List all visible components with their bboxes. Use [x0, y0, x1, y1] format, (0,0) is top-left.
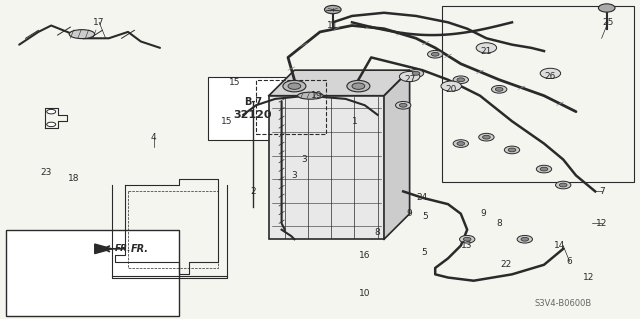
Circle shape: [441, 81, 461, 91]
Text: 9: 9: [481, 209, 486, 218]
Circle shape: [347, 80, 370, 92]
Circle shape: [408, 70, 424, 77]
Text: 1: 1: [353, 117, 358, 126]
Circle shape: [399, 71, 420, 82]
Text: 26: 26: [545, 72, 556, 81]
Text: 6: 6: [567, 257, 572, 266]
Circle shape: [556, 181, 571, 189]
Text: 17: 17: [93, 18, 105, 27]
Circle shape: [476, 43, 497, 53]
Polygon shape: [269, 70, 410, 96]
Circle shape: [47, 122, 56, 127]
Text: 15: 15: [229, 78, 241, 87]
Text: 12: 12: [583, 273, 595, 282]
Text: 5: 5: [422, 248, 427, 256]
Text: 15: 15: [221, 117, 232, 126]
Circle shape: [352, 83, 365, 89]
Text: 14: 14: [554, 241, 566, 250]
Text: 10: 10: [359, 289, 371, 298]
Text: B-7: B-7: [244, 97, 262, 107]
Text: 2: 2: [250, 187, 255, 196]
Text: 12: 12: [596, 219, 607, 228]
Circle shape: [324, 5, 341, 14]
Polygon shape: [95, 244, 112, 254]
Circle shape: [460, 235, 475, 243]
Text: 23: 23: [40, 168, 52, 177]
Circle shape: [431, 52, 439, 56]
Circle shape: [508, 148, 516, 152]
Ellipse shape: [69, 30, 95, 39]
Text: 32120: 32120: [234, 110, 272, 120]
Bar: [269, 96, 384, 239]
Circle shape: [283, 80, 306, 92]
Circle shape: [428, 50, 443, 58]
Bar: [256, 80, 326, 134]
Text: 8: 8: [497, 219, 502, 228]
Circle shape: [457, 78, 465, 82]
Text: 4: 4: [151, 133, 156, 142]
Circle shape: [504, 146, 520, 154]
Text: 3: 3: [292, 171, 297, 180]
Bar: [6, 230, 179, 316]
Text: 27: 27: [404, 75, 415, 84]
Text: 3: 3: [301, 155, 307, 164]
Text: 9: 9: [407, 209, 412, 218]
Circle shape: [483, 135, 490, 139]
Text: 24: 24: [417, 193, 428, 202]
Circle shape: [540, 68, 561, 78]
Circle shape: [492, 85, 507, 93]
Text: 16: 16: [359, 251, 371, 260]
Circle shape: [457, 142, 465, 145]
Text: 21: 21: [481, 47, 492, 56]
Bar: [208, 77, 298, 140]
Text: 5: 5: [423, 212, 428, 221]
Circle shape: [540, 167, 548, 171]
Circle shape: [453, 76, 468, 84]
Circle shape: [412, 71, 420, 75]
Circle shape: [47, 109, 56, 114]
Text: 20: 20: [445, 85, 457, 94]
Circle shape: [453, 140, 468, 147]
Text: 7: 7: [599, 187, 604, 196]
Circle shape: [536, 165, 552, 173]
Circle shape: [559, 183, 567, 187]
Circle shape: [288, 83, 301, 89]
Text: 18: 18: [68, 174, 79, 183]
Circle shape: [463, 237, 471, 241]
Circle shape: [399, 103, 407, 107]
Text: S3V4-B0600B: S3V4-B0600B: [534, 299, 592, 308]
Circle shape: [396, 101, 411, 109]
Circle shape: [598, 4, 615, 12]
Bar: [442, 6, 634, 182]
Circle shape: [517, 235, 532, 243]
Text: 8: 8: [375, 228, 380, 237]
Text: FR.: FR.: [131, 244, 149, 254]
Polygon shape: [384, 70, 410, 239]
Text: 22: 22: [500, 260, 511, 269]
Text: 13: 13: [461, 241, 473, 250]
Circle shape: [521, 237, 529, 241]
Text: 11: 11: [327, 21, 339, 30]
Text: 19: 19: [311, 91, 323, 100]
Text: 25: 25: [602, 18, 614, 27]
Circle shape: [495, 87, 503, 91]
Ellipse shape: [298, 92, 323, 99]
Circle shape: [479, 133, 494, 141]
Text: FR.: FR.: [115, 244, 132, 253]
